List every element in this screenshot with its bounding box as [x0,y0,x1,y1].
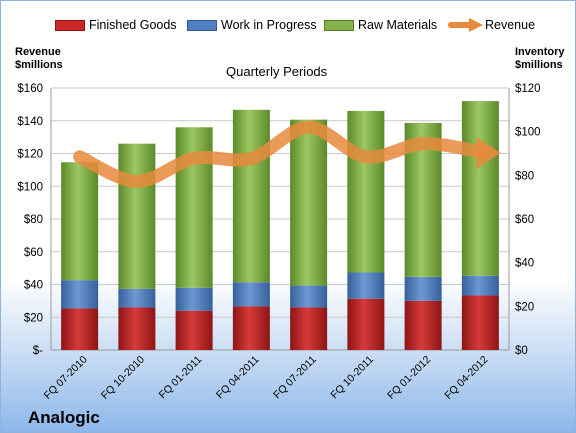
bar-finished-goods [347,298,385,350]
bar-raw-materials [118,143,156,289]
x-tick-label: FQ 07-2011 [271,354,319,402]
bar-raw-materials [232,109,270,283]
right-tick-label: $100 [515,127,541,139]
bar-raw-materials [347,110,385,273]
right-tick-label: $120 [515,83,541,95]
bar-finished-goods [461,295,499,350]
legend-arrowhead-revenue [469,18,483,32]
x-tick-label: FQ 01-2012 [385,354,433,402]
right-tick-label: $40 [515,258,534,270]
bar-work-in-progress [347,272,385,299]
right-tick-label: $0 [515,345,528,357]
left-tick-label: $20 [24,312,43,324]
legend-swatch-finished-goods [55,20,85,31]
left-tick-label: $100 [17,181,43,193]
bar-finished-goods [118,307,156,350]
bar-finished-goods [61,308,99,350]
right-tick-label: $60 [515,214,534,226]
bar-finished-goods [232,306,270,350]
left-tick-label: $160 [17,83,43,95]
left-tick-label: $80 [24,214,43,226]
bar-work-in-progress [175,287,213,311]
x-tick-label: FQ 01-2011 [157,354,205,402]
left-axis-title: Revenue $millions [15,46,63,71]
x-tick-label: FQ 10-2010 [99,354,147,402]
left-tick-label: $40 [24,280,43,292]
bar-finished-goods [404,300,442,350]
revenue-line [73,120,487,188]
left-tick-label: $120 [17,149,43,161]
left-tick-label: $- [33,345,43,357]
legend-label-raw-materials: Raw Materials [358,18,438,32]
legend-swatch-raw-materials [324,20,354,31]
x-tick-label: FQ 07-2010 [42,354,90,402]
bar-work-in-progress [404,276,442,301]
legend-label-finished-goods: Finished Goods [89,18,177,32]
x-tick-label: FQ 04-2011 [214,354,262,402]
legend-label-revenue: Revenue [485,18,536,32]
bar-raw-materials [290,119,328,286]
company-name: Analogic [28,408,100,427]
bar-work-in-progress [290,285,328,308]
legend-label-work-in-progress: Work in Progress [221,18,317,32]
legend: Finished Goods Work in Progress Raw Mate… [1,10,575,36]
bar-finished-goods [290,307,328,350]
left-tick-label: $60 [24,247,43,259]
right-tick-label: $20 [515,301,534,313]
right-axis-title: Inventory $millions [515,46,565,71]
bar-work-in-progress [461,275,499,296]
x-tick-label: FQ 04-2012 [442,354,490,402]
bar-raw-materials [461,101,499,276]
bar-work-in-progress [61,280,99,309]
left-tick-label: $140 [17,116,43,128]
right-tick-label: $80 [515,170,534,182]
bar-finished-goods [175,310,213,350]
bar-work-in-progress [118,288,156,308]
revenue-arrowhead [476,136,501,169]
chart-title: Quarterly Periods [226,64,328,79]
x-tick-label: FQ 10-2011 [328,354,376,402]
legend-swatch-work-in-progress [187,20,217,31]
bar-raw-materials [61,162,99,281]
bar-work-in-progress [232,282,270,307]
